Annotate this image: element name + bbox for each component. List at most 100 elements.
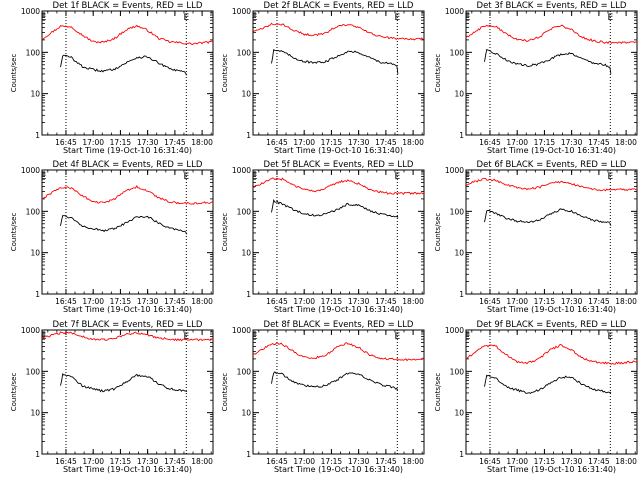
y-tick-label: 1000 [21,7,40,16]
x-tick-label: 17:45 [164,297,186,306]
plot-title: Det 3f BLACK = Events, RED = LLD [477,1,627,11]
x-tick-label: 17:00 [506,138,528,147]
y-tick-label: 1 [35,131,40,140]
y-tick-label: 1 [459,290,464,299]
y-axis-label: Counts/sec [10,213,18,252]
x-tick-label: 17:15 [110,297,132,306]
y-tick-label: 1 [459,450,464,459]
x-axis-label: Start Time (19-Oct-10 16:31:40) [63,305,192,314]
x-tick-label: 17:15 [321,138,343,147]
x-tick-label: 17:00 [506,457,528,466]
y-tick-label: 100 [26,207,41,216]
x-axis-label: Start Time (19-Oct-10 16:31:40) [274,465,403,474]
det-plot-9: Det 9f BLACK = Events, RED = LLD 1 10 100 10… [434,320,638,474]
x-tick-label: 17:00 [82,138,104,147]
x-tick-label: 17:30 [348,138,370,147]
eclipse-marker: E [41,13,47,23]
det-plot-1: Det 1f BLACK = Events, RED = LLD 1 10 100 10… [10,1,214,155]
x-axis-label: Start Time (19-Oct-10 16:31:40) [63,146,192,155]
y-tick-label: 10 [30,90,40,99]
eclipse-marker: E [252,332,258,342]
y-tick-label: 1 [35,290,40,299]
x-tick-label: 17:15 [534,138,556,147]
plot-frame [41,10,214,136]
det-plot-6: Det 6f BLACK = Events, RED = LLD 1 10 100 10… [434,160,638,314]
x-tick-label: 18:00 [191,138,213,147]
y-tick-label: 100 [237,48,252,57]
plot-frame [41,169,214,295]
y-tick-label: 1000 [445,326,464,335]
x-axis-label: Start Time (19-Oct-10 16:31:40) [63,465,192,474]
x-tick-label: 17:45 [164,138,186,147]
x-tick-label: 17:15 [534,297,556,306]
y-axis-label: Counts/sec [10,54,18,93]
x-tick-label: 17:15 [110,138,132,147]
lld-series-line [252,22,425,41]
x-tick-label: 18:00 [615,138,637,147]
eclipse-marker: E [183,13,189,23]
x-tick-label: 17:30 [561,297,583,306]
x-tick-label: 16:45 [266,138,288,147]
x-tick-label: 17:30 [561,457,583,466]
y-tick-label: 10 [454,90,464,99]
eclipse-marker: E [607,172,613,182]
x-tick-label: 17:45 [164,457,186,466]
events-series-line [271,48,399,74]
y-tick-label: 100 [450,48,465,57]
eclipse-marker: E [465,13,471,23]
x-tick-label: 17:45 [588,138,610,147]
x-tick-label: 17:30 [348,457,370,466]
x-tick-label: 17:45 [588,297,610,306]
y-tick-label: 1 [246,131,251,140]
plot-title: Det 7f BLACK = Events, RED = LLD [53,320,203,330]
x-axis-label: Start Time (19-Oct-10 16:31:40) [487,146,616,155]
x-axis-label: Start Time (19-Oct-10 16:31:40) [274,146,403,155]
y-tick-label: 10 [454,409,464,418]
plot-title: Det 8f BLACK = Events, RED = LLD [264,320,414,330]
lld-series-line [465,178,638,192]
plot-frame [252,169,425,295]
x-tick-label: 16:45 [479,457,501,466]
y-tick-label: 100 [237,207,252,216]
eclipse-marker: E [183,332,189,342]
y-tick-label: 10 [30,409,40,418]
events-series-line [271,198,399,218]
lld-series-line [465,344,638,365]
x-tick-label: 17:30 [348,297,370,306]
x-tick-label: 18:00 [191,297,213,306]
x-tick-label: 17:30 [137,297,159,306]
events-series-line [484,208,612,226]
events-series-line [271,371,399,391]
plot-title: Det 4f BLACK = Events, RED = LLD [53,160,203,170]
y-axis-label: Counts/sec [434,213,442,252]
y-axis-label: Counts/sec [221,54,229,93]
y-tick-label: 1 [459,131,464,140]
y-axis-label: Counts/sec [221,373,229,412]
eclipse-marker: E [252,13,258,23]
plot-title: Det 2f BLACK = Events, RED = LLD [264,1,414,11]
y-tick-label: 1 [246,290,251,299]
events-series-line [60,215,188,235]
x-tick-label: 16:45 [479,297,501,306]
y-tick-label: 1000 [232,326,251,335]
y-tick-label: 1000 [232,166,251,175]
x-tick-label: 16:45 [55,138,77,147]
eclipse-marker: E [41,172,47,182]
y-tick-label: 10 [241,90,251,99]
x-tick-label: 18:00 [402,297,424,306]
x-tick-label: 17:15 [110,457,132,466]
eclipse-marker: E [607,332,613,342]
y-tick-label: 1000 [445,7,464,16]
x-axis-label: Start Time (19-Oct-10 16:31:40) [487,465,616,474]
plot-frame [252,329,425,455]
x-tick-label: 17:00 [293,457,315,466]
eclipse-marker: E [607,13,613,23]
plot-title: Det 1f BLACK = Events, RED = LLD [53,1,203,11]
x-tick-label: 17:45 [375,457,397,466]
x-tick-label: 18:00 [402,457,424,466]
x-tick-label: 18:00 [615,457,637,466]
x-tick-label: 16:45 [266,457,288,466]
eclipse-marker: E [394,332,400,342]
y-tick-label: 100 [450,367,465,376]
